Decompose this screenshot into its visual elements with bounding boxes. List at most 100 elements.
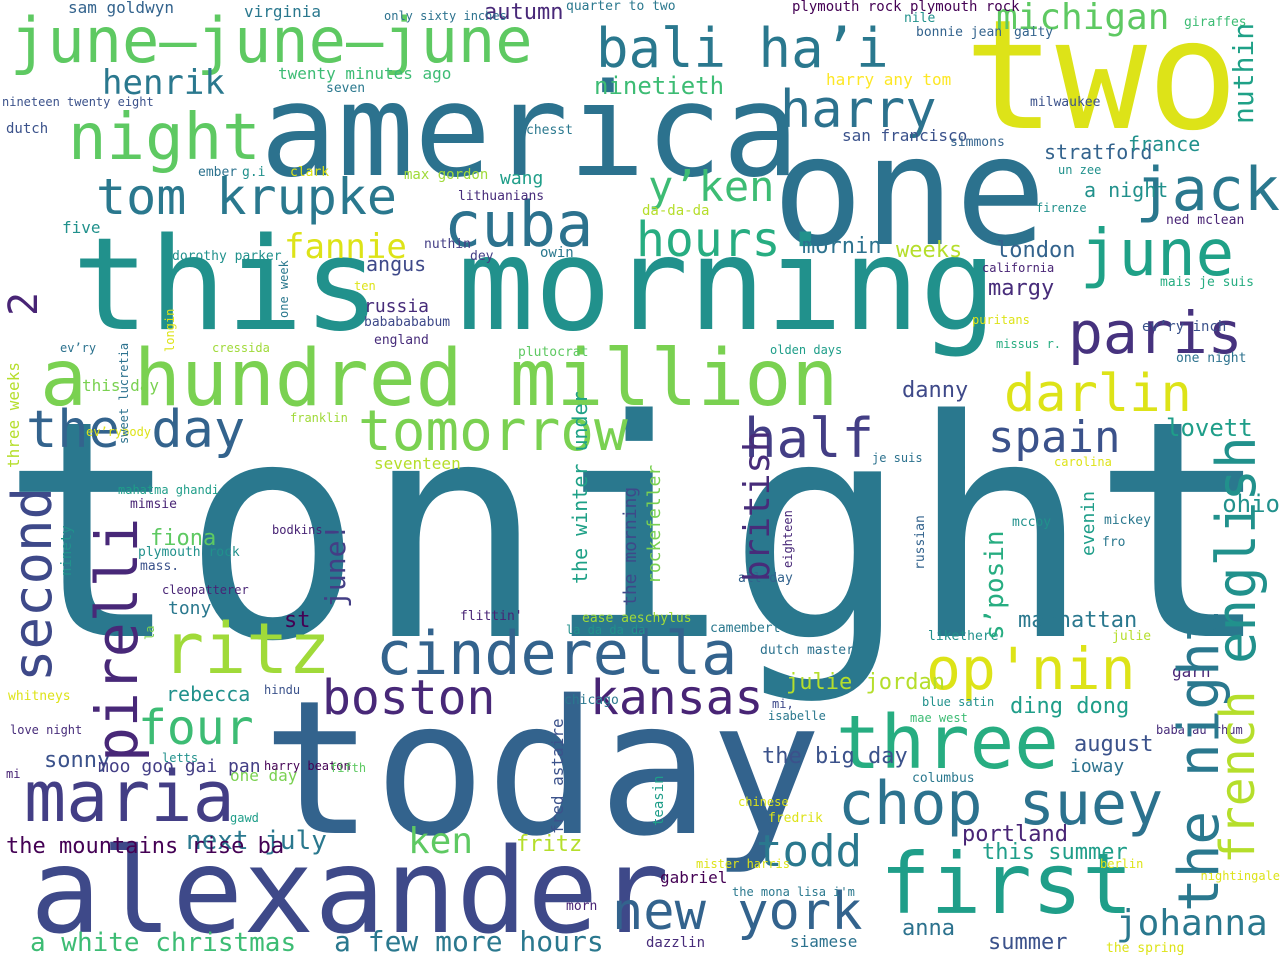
word-michigan: michigan <box>996 0 1170 38</box>
word-ken: ken <box>408 821 474 862</box>
word-dorothy-parker: ned mclean <box>1166 213 1245 228</box>
word-cressida: ev’ry <box>60 341 97 355</box>
word-mccoy: bodkins <box>272 523 323 537</box>
word-evry-inch: mais je suis <box>1160 275 1254 290</box>
word-one-week: longin <box>163 308 177 352</box>
word-dutch: bonnie jean <box>916 25 1003 40</box>
word-twenty-minutes-ago: five <box>62 218 101 237</box>
word-tomorrow: tomorrow <box>358 399 628 464</box>
word-stratford: wang <box>500 168 544 189</box>
word-todd: todd <box>756 826 862 877</box>
word-alexander: alexander <box>30 822 670 960</box>
word-mais-je-suis: california <box>982 261 1055 275</box>
word-next-july: next july <box>186 826 327 856</box>
word-portland: ioway <box>1070 756 1125 777</box>
word-this-morning: this morning <box>72 211 997 360</box>
word-flittin: all day <box>738 571 793 586</box>
word-teasin: fred astaire <box>548 718 567 834</box>
word-nuthin-large: french <box>1210 690 1266 864</box>
word-california: plutocrat <box>518 345 589 360</box>
word-gabriel: fredrik <box>768 811 823 826</box>
word-clark: g.i <box>242 165 266 180</box>
word-evening: one week <box>277 260 291 318</box>
word-nineteen-twenty-eight: seven <box>326 81 366 96</box>
word-st: lovett <box>1166 414 1253 442</box>
word-ritz: ritz <box>162 608 331 690</box>
word-bonnie-jean: gaity <box>1014 25 1054 40</box>
word-all-day: 1 <box>1164 528 1177 552</box>
word-garn: blue satin <box>922 695 995 709</box>
word-one-night: missus r. <box>996 337 1062 351</box>
word-ease-aeschylus: flittin' <box>460 609 523 624</box>
word-letts: baba au rhum <box>1156 723 1243 737</box>
word-america: america <box>260 57 800 206</box>
word-baba-au-rhum: mae west <box>910 711 968 725</box>
word-margy: margy <box>988 276 1055 301</box>
word-columbus: gawd <box>230 811 259 825</box>
word-one: one <box>772 103 1047 280</box>
word-a-few-more-hours: a few more hours <box>334 925 604 958</box>
word-fred-astaire: eighteen <box>781 510 795 568</box>
word-gawd: fifth <box>330 761 367 775</box>
word-la-da-da-da: ease aeschylus <box>582 611 692 626</box>
word-eighteen: russian <box>913 515 928 570</box>
word-summer: anna <box>902 916 955 941</box>
word-russian: evenin <box>1078 490 1099 556</box>
word-june-exclaim: british <box>737 430 778 582</box>
word-mickey: mccoy <box>1012 515 1052 530</box>
word-half: half <box>744 407 875 470</box>
word-owin: dey <box>470 249 494 264</box>
word-sonny: one day <box>230 766 298 785</box>
word-franklin: olden days <box>770 343 843 357</box>
word-plymouth-rock-plymouth-rock: quarter to two <box>566 0 676 14</box>
word-new-york: new york <box>612 882 863 942</box>
word-russia: russia <box>364 296 430 317</box>
word-boston: boston <box>322 670 496 726</box>
word-only-sixty-inches: plymouth rock plymouth rock <box>792 0 1020 15</box>
word-siamese: dazzlin <box>646 935 706 951</box>
word-mi: harry beaton <box>264 759 351 773</box>
word-mimsie: mahatma ghandi <box>118 483 220 497</box>
word-the-mona-lisa: gabriel <box>660 868 728 887</box>
word-mass: plymouth rock <box>138 545 240 560</box>
word-this-summer: portland <box>962 822 1068 847</box>
word-simmons: san francisco <box>842 126 968 145</box>
word-ned-mclean: firenze <box>1036 201 1087 215</box>
word-2: moo goo gai pan <box>98 756 261 777</box>
word-ninetieth: ninetieth <box>594 72 725 100</box>
word-rebecca: tony <box>168 598 212 619</box>
word-je-suis: franklin <box>290 411 348 425</box>
word-anna: this summer <box>982 840 1128 865</box>
word-ninety: la <box>143 625 157 640</box>
word-dutch-master: julie <box>1112 629 1152 644</box>
word-the-day: the day <box>26 400 246 460</box>
word-english: pirelli <box>83 517 151 762</box>
word-berlin: mister harris <box>696 857 790 871</box>
word-angus: angus <box>366 252 427 276</box>
word-manhattan: st <box>284 608 311 633</box>
word-five: a night <box>1084 178 1169 202</box>
word-gi: ember <box>198 165 238 180</box>
word-gaity: giraffes <box>1184 15 1247 30</box>
word-london: london <box>996 238 1076 263</box>
word-love-night: whitneys <box>8 689 71 704</box>
word-dey: nuthin <box>424 237 471 252</box>
word-plymouth-rock: mimsie <box>130 497 177 512</box>
word-two: two <box>964 0 1239 164</box>
word-sweet-lucretia: three weeks <box>4 362 23 468</box>
word-maria: maria <box>24 756 235 838</box>
word-ember: chesst <box>526 123 573 138</box>
word-weeks: weeks <box>896 238 963 263</box>
word-england: bababababum <box>364 315 451 330</box>
word-johanna: johanna <box>1116 903 1268 944</box>
word-moo-goo-gai-pan: the spring <box>1106 941 1185 956</box>
word-sposin: the winter under <box>568 391 592 584</box>
word-julie: likethere <box>928 629 999 644</box>
word-morn: nightingale <box>1200 869 1280 883</box>
word-a-hundred-million: a hundred million <box>40 334 839 424</box>
word-max-gordon: clark <box>290 165 330 180</box>
word-milwaukee: simmons <box>950 135 1005 150</box>
word-mister-harris: the mona lisa i'm <box>732 885 855 899</box>
word-tonight: tonight <box>0 357 1273 708</box>
